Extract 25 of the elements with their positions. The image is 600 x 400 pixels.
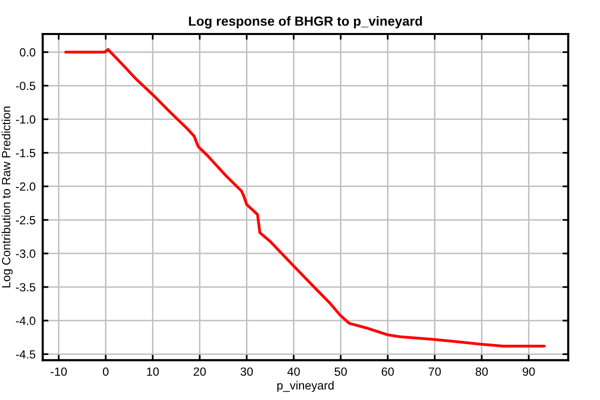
y-tick-label: -2.0: [16, 182, 36, 191]
x-tick-label: 40: [287, 367, 300, 376]
chart-title: Log response of BHGR to p_vineyard: [189, 16, 422, 28]
x-tick-label: 80: [476, 367, 488, 376]
x-tick-label: 10: [147, 367, 159, 376]
x-tick-label: 0: [102, 367, 109, 376]
y-tick-label: -3.5: [16, 283, 36, 292]
y-tick-label: -3.0: [16, 250, 36, 258]
y-tick-label: -4.0: [16, 316, 36, 325]
x-axis-title: p_vineyard: [277, 380, 334, 392]
x-tick-label: 70: [428, 367, 441, 376]
line-series: [64, 48, 546, 348]
x-tick-label: 50: [334, 367, 347, 376]
y-tick-label: -1.0: [16, 115, 36, 124]
y-tick-label: -4.5: [16, 350, 36, 359]
y-tick-label: -1.5: [16, 148, 36, 158]
y-tick-label: -0.5: [16, 82, 36, 90]
x-tick-label: 90: [522, 367, 535, 376]
x-tick-label: -10: [50, 367, 67, 376]
x-tick-label: 60: [382, 367, 394, 376]
y-tick-label: -2.5: [16, 216, 36, 224]
x-tick-label: 30: [240, 367, 253, 376]
y-tick-label: 0.0: [20, 48, 36, 57]
x-tick-label: 20: [194, 367, 206, 376]
y-axis-title: Log Contribution to Raw Prediction: [2, 106, 13, 288]
